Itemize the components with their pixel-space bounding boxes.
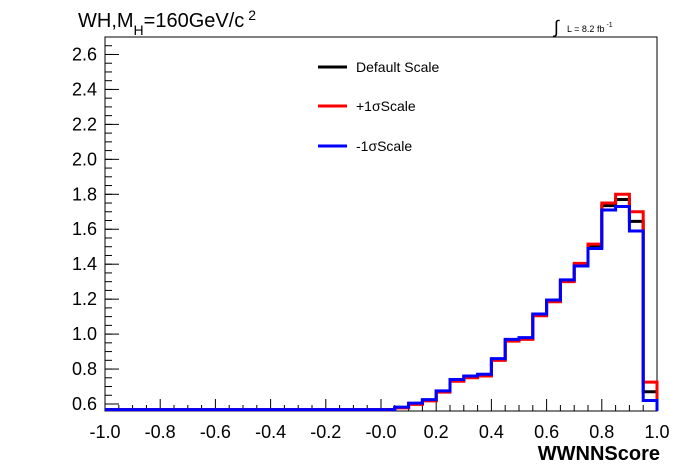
y-tick-label: 1.0: [72, 324, 97, 344]
legend-label-1: +1σScale: [356, 98, 416, 114]
x-tick-label: -0.8: [145, 422, 176, 442]
x-tick-label: 0.6: [534, 422, 559, 442]
x-tick-label: -0.6: [200, 422, 231, 442]
series-line-2: [105, 205, 659, 412]
chart-title: WH,MH=160GeV/c 2: [78, 7, 256, 38]
lumi-superscript: -1: [606, 22, 612, 29]
y-tick-label: 1.4: [72, 254, 97, 274]
y-tick-label: 0.6: [72, 394, 97, 414]
chart-title-rest: =160GeV/c: [144, 10, 245, 32]
plot-frame: [104, 36, 658, 412]
x-axis-label: WWNNScore: [538, 443, 660, 465]
x-tick-label: 1.0: [644, 422, 669, 442]
legend: Default Scale +1σScale -1σScale: [318, 59, 439, 154]
y-tick-label: 2.2: [72, 114, 97, 134]
chart-title-superscript: 2: [248, 7, 256, 23]
chart-title-main: WH,M: [78, 10, 134, 32]
lumi-text: L = 8.2 fb: [567, 24, 604, 34]
series-line-1: [105, 192, 659, 412]
legend-label-2: -1σScale: [356, 138, 412, 154]
x-tick-label: -1.0: [89, 422, 120, 442]
x-tick-label: -0.2: [310, 422, 341, 442]
x-tick-label: -0.4: [255, 422, 286, 442]
y-tick-label: 1.8: [72, 184, 97, 204]
y-tick-label: 1.2: [72, 289, 97, 309]
series-line-0: [105, 198, 659, 412]
legend-label-0: Default Scale: [356, 59, 439, 75]
x-tick-label: 0.2: [424, 422, 449, 442]
y-tick-label: 1.6: [72, 219, 97, 239]
x-tick-label: -0.0: [365, 422, 396, 442]
y-tick-label: 2.6: [72, 44, 97, 64]
chart-title-subscript: H: [134, 22, 144, 38]
lumi-integral: ∫: [552, 17, 560, 37]
y-tick-label: 0.8: [72, 359, 97, 379]
lumi-label: L = 8.2 fb -1: [567, 22, 613, 34]
y-tick-label: 2.0: [72, 149, 97, 169]
x-tick-label: 0.8: [589, 422, 614, 442]
y-tick-label: 2.4: [72, 79, 97, 99]
series-layer: [105, 192, 659, 412]
x-tick-label: 0.4: [479, 422, 504, 442]
